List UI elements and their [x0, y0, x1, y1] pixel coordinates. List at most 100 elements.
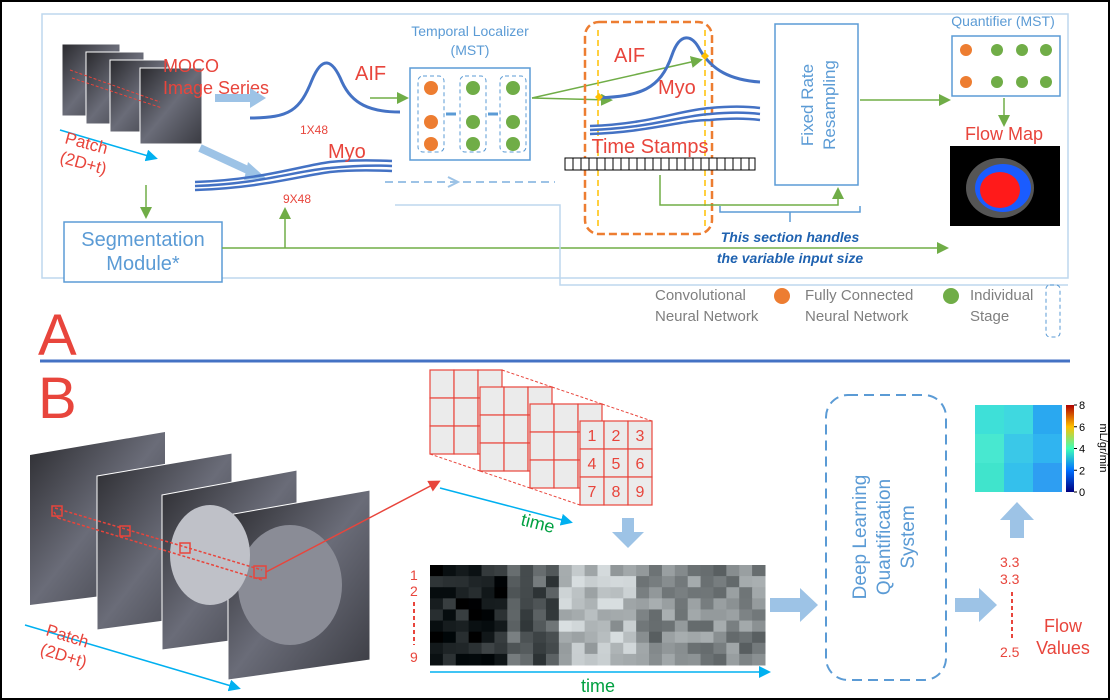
- matrix-cell: [520, 587, 533, 599]
- matrix-cell: [675, 587, 688, 599]
- matrix-cell: [649, 609, 662, 621]
- matrix-cell: [713, 598, 726, 610]
- matrix-cell: [610, 654, 623, 666]
- matrix-cell: [533, 654, 546, 666]
- matrix-cell: [572, 565, 585, 577]
- matrix-cell: [546, 632, 559, 644]
- grid-cell: [430, 398, 454, 426]
- matrix-cell: [469, 598, 482, 610]
- matrix-cell: [752, 587, 765, 599]
- matrix-cell: [662, 632, 675, 644]
- matrix-cell: [469, 576, 482, 588]
- grid-cell: [454, 398, 478, 426]
- matrix-cell: [559, 587, 572, 599]
- matrix-cell: [520, 609, 533, 621]
- arrow: [955, 588, 997, 622]
- matrix-cell: [456, 576, 469, 588]
- matrix-cell: [533, 643, 546, 655]
- matrix-cell: [572, 632, 585, 644]
- matrix-cell: [752, 565, 765, 577]
- grid-layer: 123456789: [580, 421, 652, 505]
- matrix-cell: [572, 598, 585, 610]
- matrix-cell: [752, 632, 765, 644]
- matrix-cell: [662, 565, 675, 577]
- matrix-cell: [430, 598, 443, 610]
- matrix-cell: [713, 632, 726, 644]
- matrix-cell: [662, 654, 675, 666]
- matrix-cell: [482, 643, 495, 655]
- matrix-cell: [610, 598, 623, 610]
- matrix-cell: [585, 565, 598, 577]
- matrix-cell: [572, 576, 585, 588]
- matrix-cell: [701, 598, 714, 610]
- matrix-cell: [572, 609, 585, 621]
- patch-volume: 123456789: [430, 370, 652, 505]
- matrix-cell: [610, 632, 623, 644]
- grid-cell: [504, 415, 528, 443]
- grid-cell: [530, 404, 554, 432]
- matrix-cell: [623, 598, 636, 610]
- grid-cell: [454, 426, 478, 454]
- matrix-cell: [494, 609, 507, 621]
- patch-label: Patch(2D+t): [58, 129, 114, 179]
- matrix-cell: [469, 632, 482, 644]
- matrix-cell: [713, 587, 726, 599]
- matrix-cell: [559, 598, 572, 610]
- matrix-cell: [636, 598, 649, 610]
- row-label: 9: [410, 649, 418, 665]
- matrix-cell: [610, 621, 623, 633]
- matrix-cell: [456, 598, 469, 610]
- matrix-cell: [559, 609, 572, 621]
- panel-a-label: A: [38, 303, 77, 368]
- matrix-cell: [482, 654, 495, 666]
- matrix-cell: [649, 598, 662, 610]
- matrix-cell: [688, 598, 701, 610]
- matrix-cell: [636, 632, 649, 644]
- matrix-cell: [559, 654, 572, 666]
- matrix-cell: [726, 621, 739, 633]
- row-label: 2: [410, 583, 418, 599]
- matrix-cell: [456, 654, 469, 666]
- quantifier-title: Quantifier (MST): [951, 13, 1054, 29]
- colorbar-tick-label: 8: [1079, 400, 1085, 412]
- matrix-cell: [752, 609, 765, 621]
- colorbar-tick-label: 0: [1079, 487, 1085, 499]
- matrix-cell: [520, 565, 533, 577]
- matrix-cell: [623, 587, 636, 599]
- matrix-cell: [430, 609, 443, 621]
- matrix-cell: [598, 587, 611, 599]
- matrix-cell: [585, 654, 598, 666]
- matrix-cell: [482, 598, 495, 610]
- matrix-cell: [469, 654, 482, 666]
- grid-number: 4: [588, 456, 597, 473]
- arrow: [1000, 502, 1034, 538]
- matrix-cell: [456, 565, 469, 577]
- matrix-cell: [469, 621, 482, 633]
- matrix-cell: [456, 632, 469, 644]
- matrix-cell: [598, 598, 611, 610]
- matrix-cell: [546, 587, 559, 599]
- matrix-cell: [598, 565, 611, 577]
- matrix-cell: [443, 609, 456, 621]
- matrix-cell: [469, 643, 482, 655]
- matrix-cell: [752, 598, 765, 610]
- matrix-cell: [675, 598, 688, 610]
- matrix-cell: [469, 587, 482, 599]
- matrix-cell: [507, 621, 520, 633]
- matrix-cell: [752, 643, 765, 655]
- matrix-cell: [649, 587, 662, 599]
- time-label: time: [519, 509, 557, 537]
- flow-map-core: [980, 172, 1020, 208]
- matrix-cell: [713, 609, 726, 621]
- matrix-cell: [739, 587, 752, 599]
- matrix-cell: [726, 598, 739, 610]
- matrix-cell: [752, 621, 765, 633]
- flow-value: 2.5: [1000, 644, 1020, 660]
- matrix-cell: [482, 587, 495, 599]
- matrix-cell: [494, 598, 507, 610]
- matrix-cell: [443, 587, 456, 599]
- matrix-cell: [494, 632, 507, 644]
- grid-cell: [554, 432, 578, 460]
- matrix-cell: [533, 598, 546, 610]
- matrix-cell: [494, 621, 507, 633]
